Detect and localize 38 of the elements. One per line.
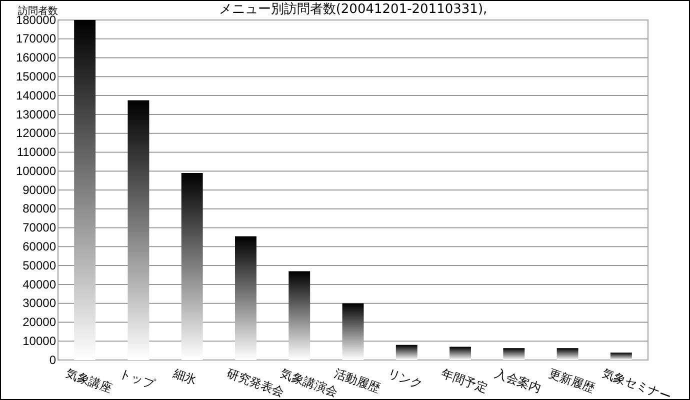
bar (450, 346, 471, 360)
y-tick-label: 60000 (22, 240, 56, 254)
x-tick-label: リンク (386, 366, 424, 392)
bar (74, 20, 96, 360)
y-tick-label: 150000 (16, 70, 56, 84)
y-tick-label: 40000 (22, 277, 56, 292)
y-tick-label: 160000 (16, 50, 56, 65)
chart-title: メニュー別訪問者数(20041201-20110331), (218, 2, 488, 17)
y-tick-label: 0 (49, 352, 56, 367)
y-tick-label: 80000 (22, 202, 56, 216)
x-tick-label: 気象講座 (64, 366, 114, 396)
x-tick-label: 細氷 (170, 366, 199, 388)
bar (396, 344, 418, 360)
y-tick-label: 110000 (16, 145, 56, 160)
y-tick-label: 50000 (22, 258, 56, 272)
x-tick-label: 気象セミナー (600, 366, 673, 400)
bar (235, 236, 256, 360)
x-tick-label: トップ (118, 366, 158, 392)
y-tick-label: 70000 (22, 220, 56, 235)
bar (556, 348, 578, 360)
y-tick-label: 120000 (16, 126, 56, 140)
x-tick-label: 入会案内 (493, 366, 544, 396)
bar (610, 352, 632, 360)
y-tick-label: 30000 (22, 296, 56, 310)
y-tick-label: 20000 (22, 315, 56, 330)
x-tick-label: 更新履歴 (546, 366, 597, 396)
y-tick-label: 140000 (16, 88, 56, 102)
y-tick-label: 100000 (16, 164, 56, 178)
bar (288, 271, 310, 360)
y-tick-label: 90000 (22, 182, 56, 197)
bar (128, 100, 150, 360)
y-tick-label: 10000 (22, 334, 56, 348)
bar (503, 348, 525, 360)
bar (342, 303, 364, 360)
bar (181, 173, 203, 360)
y-tick-label: 130000 (16, 107, 56, 122)
y-tick-label: 170000 (16, 32, 56, 46)
x-tick-label: 年間予定 (440, 366, 490, 396)
